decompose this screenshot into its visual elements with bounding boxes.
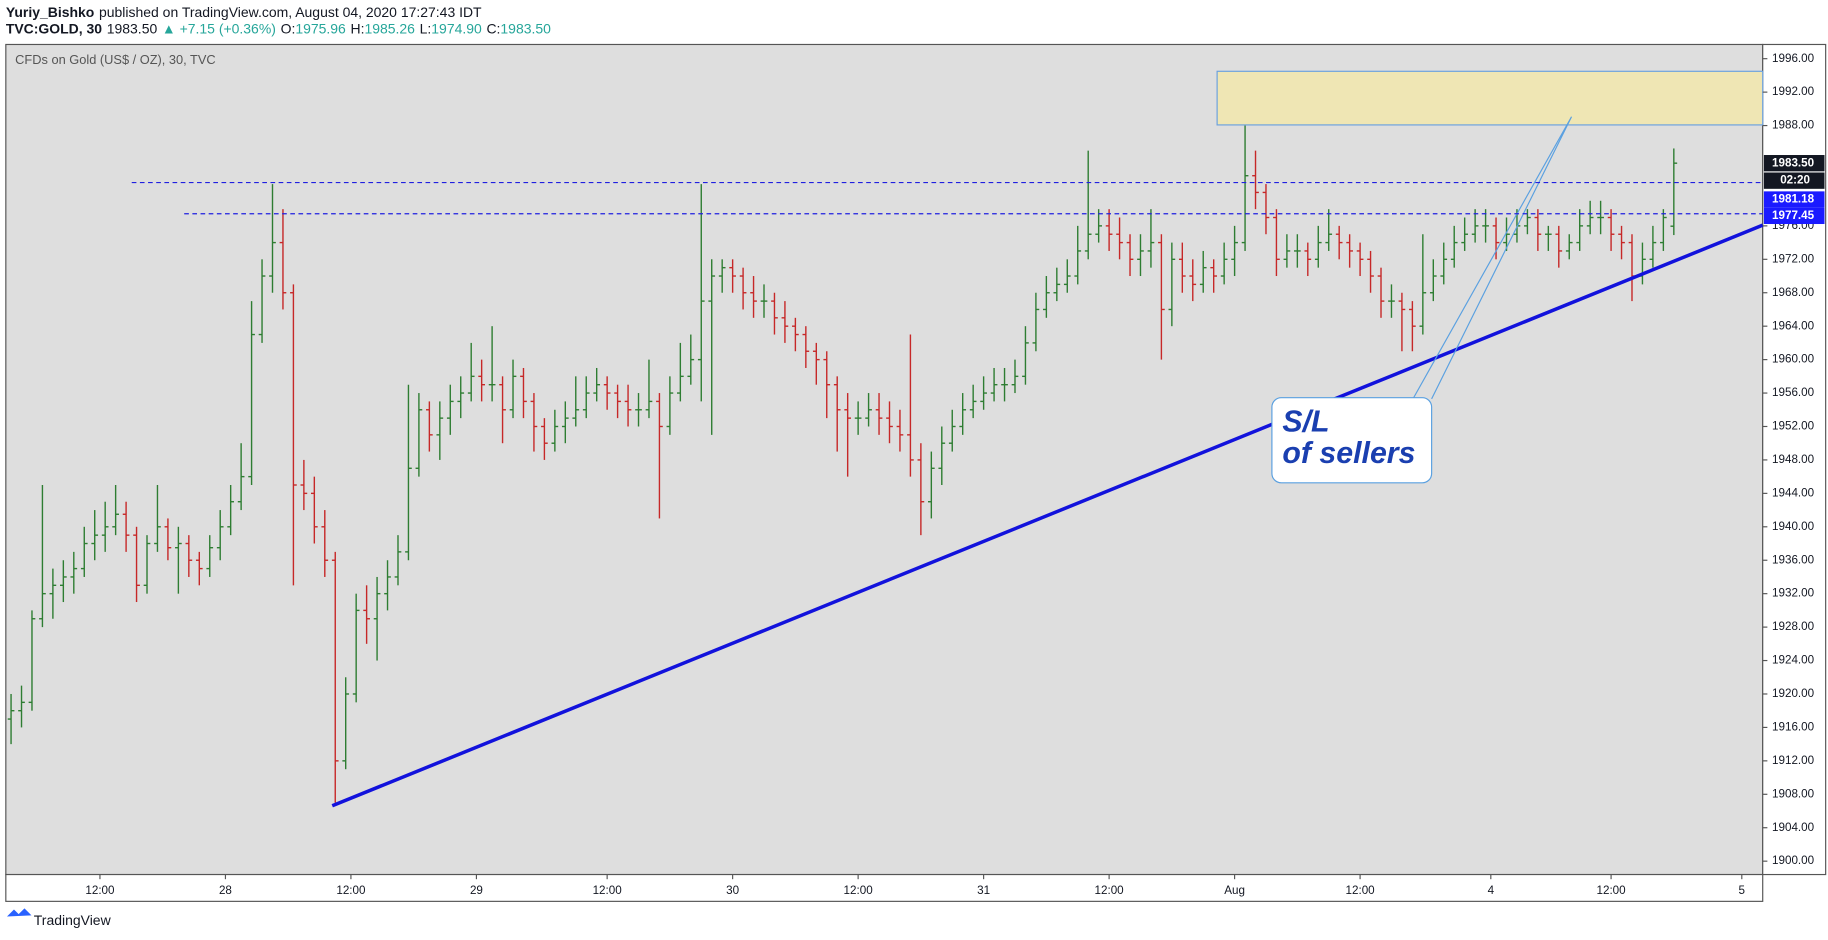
y-tick-label: 1928.00 <box>1772 620 1815 633</box>
x-tick-label: 12:00 <box>593 884 623 897</box>
footer: TradingView <box>34 912 112 928</box>
price: 1983.50 <box>107 20 158 36</box>
last-price-box <box>1763 155 1825 172</box>
countdown-label: 02:20 <box>1780 174 1810 187</box>
x-tick-label: 12:00 <box>1597 884 1627 897</box>
time-axis <box>5 873 1764 902</box>
y-tick-label: 1956.00 <box>1772 386 1815 399</box>
y-tick-label: 1944.00 <box>1772 486 1815 499</box>
supply-zone <box>1216 70 1764 126</box>
level-box <box>1763 207 1825 225</box>
bars <box>7 125 1678 803</box>
y-tick-label: 1952.00 <box>1772 420 1815 433</box>
l-label: L: <box>420 20 432 36</box>
x-tick-label: 12:00 <box>336 884 366 897</box>
level-label: 1981.18 <box>1772 193 1815 206</box>
logo <box>6 908 32 917</box>
y-tick-label: 1996.00 <box>1772 52 1815 65</box>
l: 1974.90 <box>431 20 482 36</box>
h: 1985.26 <box>364 20 415 36</box>
symbol: TVC:GOLD, 30 <box>6 20 102 36</box>
x-tick-label: 12:00 <box>85 884 115 897</box>
c-label: C: <box>486 20 500 36</box>
c: 1983.50 <box>500 20 551 36</box>
level-label: 1977.45 <box>1772 209 1815 222</box>
y-tick-label: 1972.00 <box>1772 252 1815 265</box>
publish-line: Yuriy_Bishko published on TradingView.com… <box>6 4 482 20</box>
trend-line <box>331 223 1764 808</box>
x-tick-label: 30 <box>726 884 739 897</box>
plot-area <box>5 43 1764 876</box>
callout-pointer <box>1412 116 1573 400</box>
y-tick-label: 1916.00 <box>1772 720 1815 733</box>
y-tick-label: 1900.00 <box>1772 854 1815 867</box>
y-tick-label: 1936.00 <box>1772 553 1815 566</box>
y-tick-label: 1948.00 <box>1772 453 1815 466</box>
y-tick-label: 1904.00 <box>1772 821 1815 834</box>
symbol-line: TVC:GOLD, 30 1983.50 ▲ +7.15 (+0.36%) O:197… <box>6 20 551 36</box>
x-tick-label: 12:00 <box>844 884 874 897</box>
last-price-label: 1983.50 <box>1772 156 1814 169</box>
x-tick-label: 29 <box>470 884 483 897</box>
callout-text: S/L <box>1282 405 1329 438</box>
y-tick-label: 1912.00 <box>1772 754 1815 767</box>
h-label: H: <box>350 20 364 36</box>
callout-text: of sellers <box>1282 437 1415 470</box>
y-tick-label: 1920.00 <box>1772 687 1815 700</box>
y-tick-label: 1924.00 <box>1772 654 1815 667</box>
x-tick-label: Aug <box>1224 884 1245 897</box>
y-tick-label: 1968.00 <box>1772 286 1815 299</box>
y-tick-label: 1988.00 <box>1772 119 1815 132</box>
y-tick-label: 1964.00 <box>1772 319 1815 332</box>
y-tick-label: 1908.00 <box>1772 787 1815 800</box>
x-tick-label: 12:00 <box>1095 884 1125 897</box>
x-tick-label: 4 <box>1488 884 1495 897</box>
x-tick-label: 5 <box>1739 884 1745 897</box>
change: ▲ +7.15 (+0.36%) <box>162 20 276 36</box>
x-tick-label: 12:00 <box>1346 884 1376 897</box>
chart-title: CFDs on Gold (US$ / OZ), 30, TVC <box>15 52 216 67</box>
level-box <box>1763 191 1825 208</box>
y-tick-label: 1940.00 <box>1772 520 1815 533</box>
countdown-box <box>1763 172 1825 189</box>
o: 1975.96 <box>295 20 346 36</box>
o-label: O: <box>281 20 296 36</box>
y-tick-label: 1932.00 <box>1772 587 1815 600</box>
x-tick-label: 31 <box>977 884 990 897</box>
author[interactable]: Yuriy_Bishko <box>6 4 95 20</box>
callout <box>1271 397 1433 484</box>
x-tick-label: 28 <box>219 884 232 897</box>
published: published on TradingView.com, August 04,… <box>99 4 482 20</box>
y-tick-label: 1992.00 <box>1772 85 1815 98</box>
y-tick-label: 1960.00 <box>1772 353 1815 366</box>
